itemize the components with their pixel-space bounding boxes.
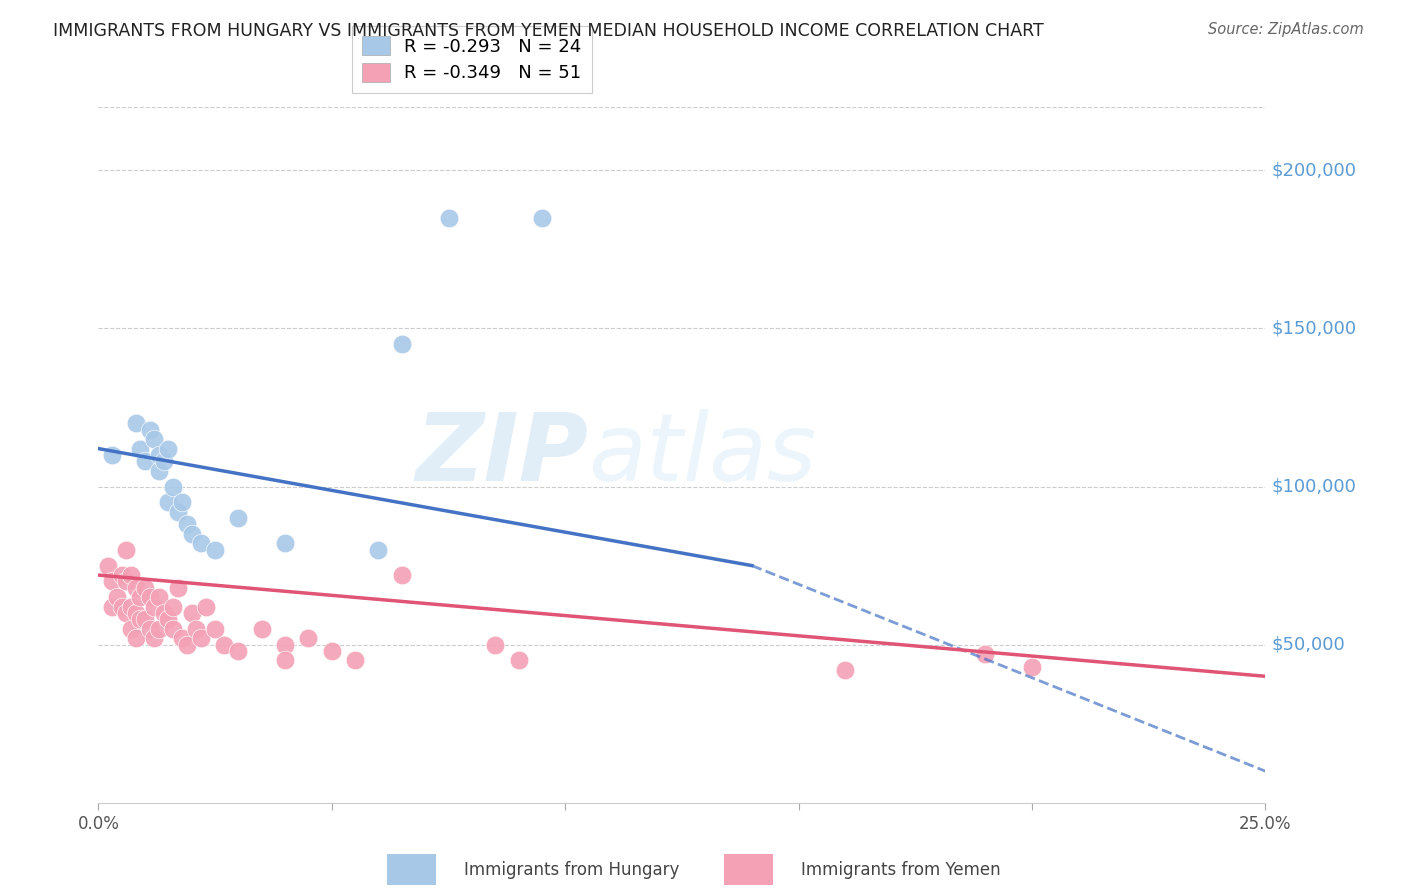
Text: $100,000: $100,000 — [1271, 477, 1357, 496]
Point — [166, 581, 188, 595]
Point — [125, 417, 148, 431]
Point — [148, 464, 170, 478]
Point — [134, 581, 156, 595]
Text: $50,000: $50,000 — [1271, 636, 1346, 654]
Point — [134, 454, 156, 468]
Point — [297, 632, 319, 646]
Point — [204, 622, 226, 636]
Point — [148, 591, 170, 605]
Point — [214, 638, 236, 652]
Point — [530, 211, 553, 225]
Point — [274, 653, 297, 667]
Point — [391, 337, 413, 351]
Point — [129, 591, 152, 605]
Point — [162, 622, 184, 636]
Point — [508, 653, 530, 667]
Point — [1021, 660, 1043, 674]
Point — [120, 599, 142, 614]
Text: $150,000: $150,000 — [1271, 319, 1357, 337]
Point — [157, 495, 180, 509]
Point — [204, 542, 226, 557]
Point — [101, 599, 124, 614]
Point — [162, 599, 184, 614]
Point — [321, 644, 343, 658]
Point — [194, 599, 217, 614]
Point — [125, 632, 148, 646]
Point — [120, 568, 142, 582]
Text: $200,000: $200,000 — [1271, 161, 1357, 179]
Point — [134, 612, 156, 626]
Point — [834, 663, 856, 677]
Point — [139, 423, 162, 437]
Point — [180, 606, 202, 620]
Point — [274, 536, 297, 550]
Point — [176, 638, 198, 652]
Point — [125, 606, 148, 620]
Point — [274, 638, 297, 652]
Point — [115, 606, 138, 620]
Point — [129, 442, 152, 456]
Point — [152, 606, 174, 620]
Point — [125, 581, 148, 595]
Point — [111, 599, 134, 614]
Point — [974, 647, 997, 661]
Point — [367, 542, 389, 557]
Point — [344, 653, 367, 667]
Point — [484, 638, 506, 652]
Point — [162, 479, 184, 493]
Point — [172, 632, 194, 646]
Point — [391, 568, 413, 582]
Point — [143, 599, 166, 614]
Point — [190, 632, 212, 646]
Point — [228, 644, 250, 658]
Legend: R = -0.293   N = 24, R = -0.349   N = 51: R = -0.293 N = 24, R = -0.349 N = 51 — [352, 26, 592, 93]
Point — [111, 568, 134, 582]
Point — [250, 622, 273, 636]
Point — [129, 612, 152, 626]
Point — [172, 495, 194, 509]
Point — [190, 536, 212, 550]
Point — [152, 454, 174, 468]
Point — [101, 448, 124, 462]
Point — [143, 632, 166, 646]
Point — [115, 574, 138, 589]
Text: Immigrants from Hungary: Immigrants from Hungary — [464, 861, 679, 879]
Point — [157, 442, 180, 456]
Point — [157, 612, 180, 626]
Point — [186, 622, 208, 636]
Text: Source: ZipAtlas.com: Source: ZipAtlas.com — [1208, 22, 1364, 37]
Point — [437, 211, 460, 225]
Point — [139, 591, 162, 605]
Point — [166, 505, 188, 519]
Point — [148, 622, 170, 636]
Point — [143, 432, 166, 446]
Point — [115, 542, 138, 557]
Point — [180, 527, 202, 541]
Point — [97, 558, 120, 573]
Point — [148, 448, 170, 462]
Point — [101, 574, 124, 589]
Text: Immigrants from Yemen: Immigrants from Yemen — [801, 861, 1001, 879]
Point — [120, 622, 142, 636]
Text: ZIP: ZIP — [416, 409, 589, 501]
Point — [176, 517, 198, 532]
Text: IMMIGRANTS FROM HUNGARY VS IMMIGRANTS FROM YEMEN MEDIAN HOUSEHOLD INCOME CORRELA: IMMIGRANTS FROM HUNGARY VS IMMIGRANTS FR… — [53, 22, 1045, 40]
Point — [139, 622, 162, 636]
Text: atlas: atlas — [589, 409, 817, 500]
Point — [105, 591, 128, 605]
Point — [228, 511, 250, 525]
